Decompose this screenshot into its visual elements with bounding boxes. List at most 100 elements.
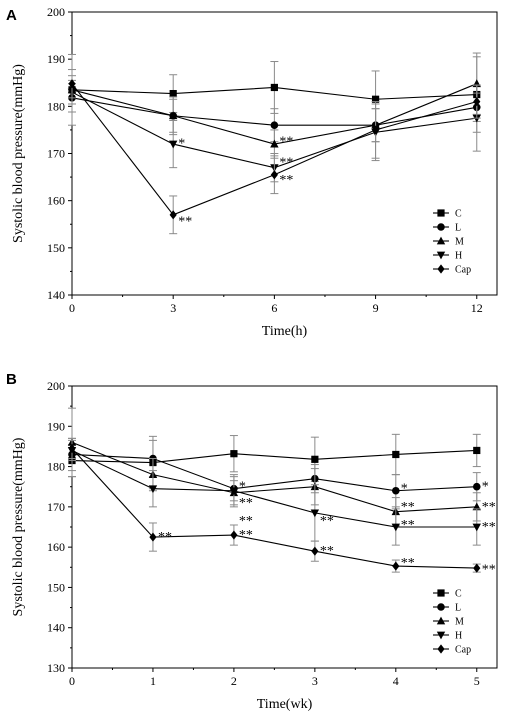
y-tick-label: 180 (47, 99, 65, 113)
data-point (229, 487, 239, 496)
data-point (473, 563, 481, 573)
y-axis: 140 150 160 170 180 190 200 (47, 5, 72, 302)
data-point (392, 561, 400, 571)
series-line (71, 441, 477, 513)
series-line (71, 453, 477, 492)
legend-item: H (433, 251, 462, 262)
significance-mark: ** (178, 215, 192, 230)
legend-item: H (433, 631, 462, 642)
x-axis: 0 3 6 9 12 (69, 295, 483, 315)
legend-label: H (455, 631, 462, 642)
legend-item: M (433, 617, 464, 628)
series-line (71, 448, 477, 569)
significance-annotations: ********* (178, 134, 293, 229)
legend-label: L (455, 223, 461, 234)
legend-label: M (455, 617, 464, 628)
x-tick-label: 3 (312, 674, 318, 688)
series-cap (68, 437, 481, 573)
significance-mark: ** (320, 514, 334, 529)
data-point (68, 443, 76, 454)
data-point (270, 139, 279, 148)
data-point (472, 502, 481, 511)
y-tick-label: 130 (47, 661, 65, 675)
legend-label: C (455, 209, 462, 220)
legend-label: Cap (455, 645, 471, 656)
series-cap (68, 69, 481, 235)
data-point (68, 79, 76, 89)
legend-item: C (433, 589, 462, 600)
chart-panel-a: A 140 150 160 170 180 190 200 0 3 6 9 12 Time(h) Systo… (6, 5, 498, 339)
significance-mark: * (482, 480, 489, 495)
series-line (71, 449, 477, 528)
series-l (68, 437, 481, 508)
series-m (67, 407, 481, 527)
y-tick-label: 170 (47, 500, 65, 514)
legend-label: H (455, 251, 462, 262)
significance-mark: ** (239, 496, 253, 511)
significance-mark: ** (401, 518, 415, 533)
significance-mark: ** (482, 562, 496, 577)
significance-mark: * (178, 137, 185, 152)
y-axis-title: Systolic blood pressure(mmHg) (11, 64, 26, 243)
data-point (473, 97, 481, 107)
significance-mark: ** (158, 530, 172, 545)
data-point (168, 140, 178, 149)
significance-mark: ** (482, 500, 496, 515)
y-tick-label: 200 (47, 379, 65, 393)
y-tick-label: 180 (47, 460, 65, 474)
data-point (472, 523, 481, 532)
y-tick-label: 150 (47, 241, 65, 255)
x-tick-label: 0 (69, 674, 75, 688)
data-point (371, 95, 380, 103)
x-tick-label: 5 (474, 674, 480, 688)
legend-label: Cap (455, 265, 471, 276)
data-point (472, 482, 481, 491)
data-point (230, 530, 238, 540)
y-axis-title: Systolic blood pressure(mmHg) (11, 437, 26, 616)
data-point (148, 485, 158, 494)
series-c (68, 433, 481, 490)
y-tick-label: 160 (47, 540, 65, 554)
panel-label: A (6, 7, 17, 24)
x-tick-label: 1 (150, 674, 156, 688)
significance-mark: ** (239, 528, 253, 543)
significance-mark: ** (279, 173, 293, 188)
data-point (371, 125, 380, 135)
data-point (168, 111, 178, 120)
legend-item: C (433, 209, 462, 220)
legend-marker (436, 236, 446, 245)
y-tick-label: 170 (47, 147, 65, 161)
legend-marker (437, 264, 445, 274)
significance-mark: ** (239, 514, 253, 529)
data-point (310, 509, 320, 518)
legend-label: L (455, 603, 461, 614)
x-tick-label: 4 (393, 674, 399, 688)
data-point (270, 83, 278, 92)
significance-annotations: *************************** (158, 480, 496, 578)
legend-item: Cap (433, 644, 471, 656)
x-tick-label: 9 (373, 301, 379, 315)
legend-item: L (433, 223, 461, 234)
x-axis: 0 1 2 3 4 5 (69, 668, 480, 688)
y-tick-label: 140 (47, 621, 65, 635)
data-point (473, 446, 481, 455)
data-point (270, 170, 278, 180)
x-tick-label: 2 (231, 674, 237, 688)
y-tick-label: 190 (47, 419, 65, 433)
y-tick-label: 200 (47, 5, 65, 19)
data-point (149, 532, 157, 542)
y-tick-label: 190 (47, 52, 65, 66)
significance-mark: ** (320, 544, 334, 559)
legend-marker (437, 603, 445, 611)
x-axis-title: Time(wk) (257, 697, 313, 712)
significance-mark: * (401, 482, 408, 497)
significance-mark: ** (401, 556, 415, 571)
x-axis-title: Time(h) (262, 324, 308, 339)
legend-label: C (455, 589, 462, 600)
y-tick-label: 140 (47, 288, 65, 302)
significance-mark: ** (482, 520, 496, 535)
data-point (392, 486, 400, 495)
data-point (270, 121, 279, 129)
significance-mark: ** (401, 500, 415, 515)
